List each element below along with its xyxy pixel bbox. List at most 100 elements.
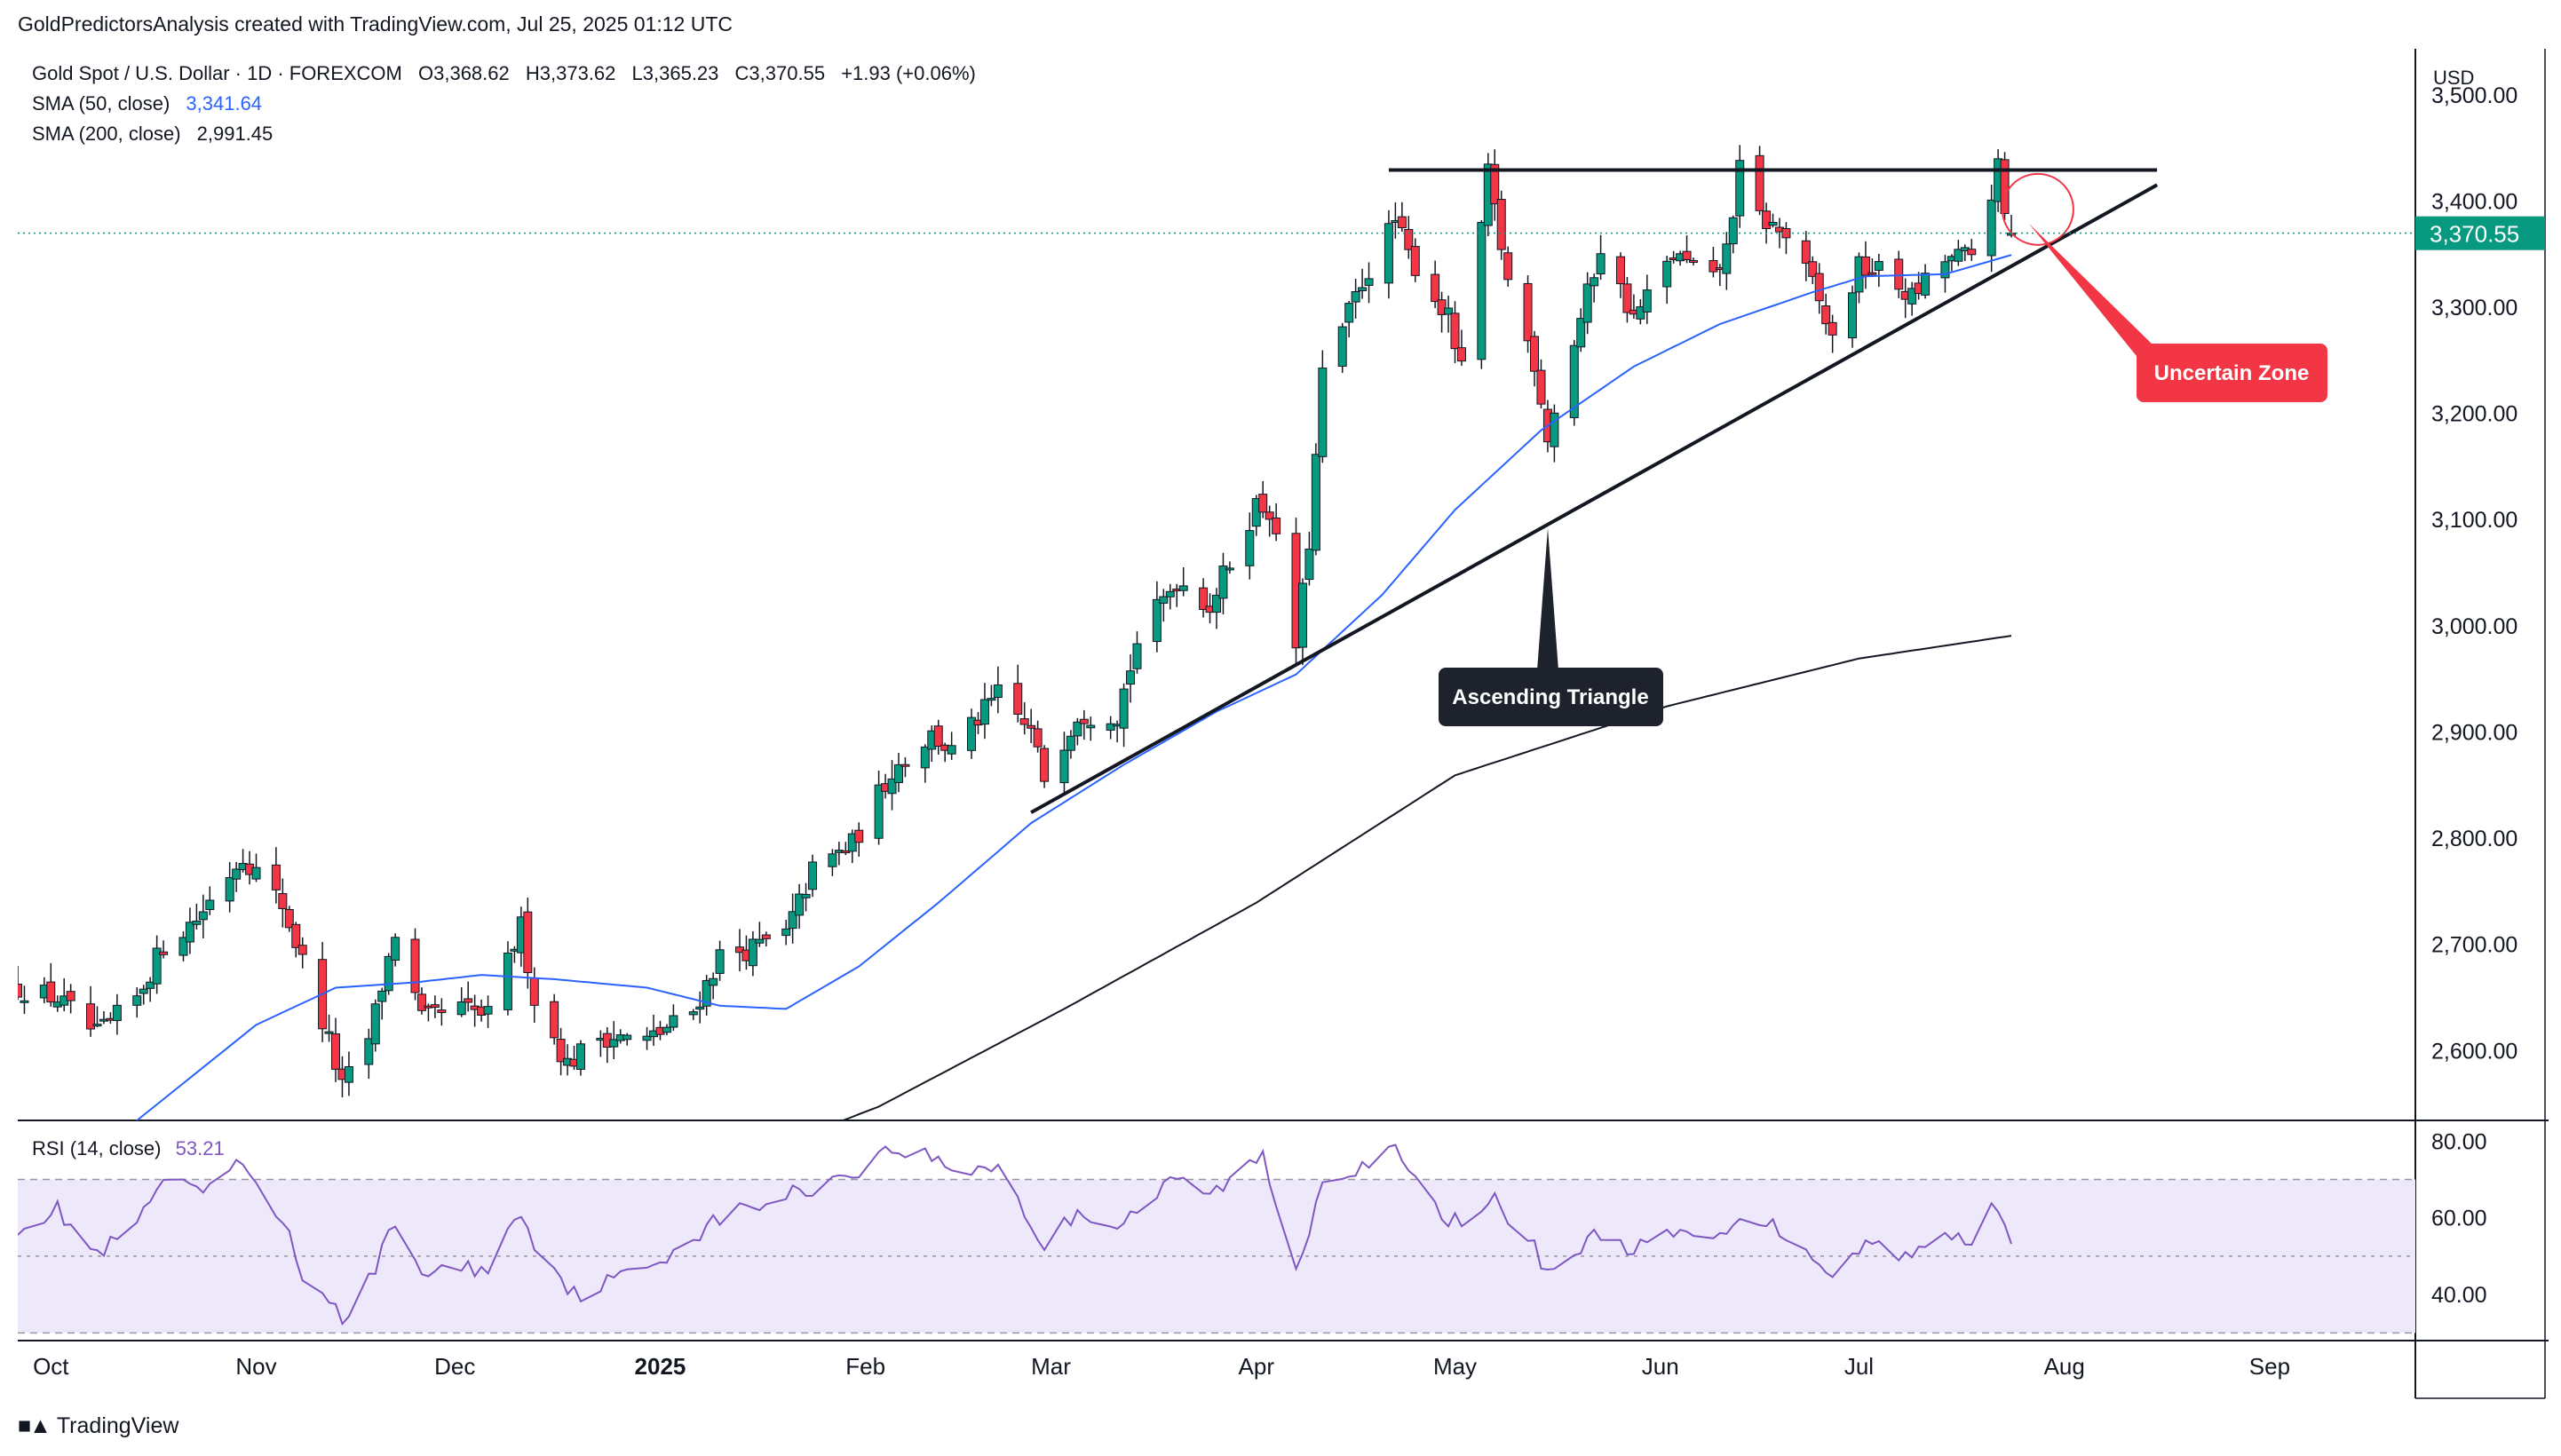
candle-body <box>556 1039 566 1063</box>
candle <box>1867 258 1877 276</box>
candle-body <box>1867 272 1877 275</box>
candle-body <box>1569 344 1579 418</box>
candle-body <box>1344 303 1354 323</box>
candle-body <box>1596 253 1606 275</box>
candle <box>178 931 188 961</box>
candle-body <box>1066 735 1075 751</box>
candle <box>1304 532 1314 586</box>
candle-body <box>1576 318 1586 348</box>
candle <box>1821 293 1831 335</box>
candle <box>688 1009 698 1020</box>
candle-body <box>132 995 142 1006</box>
support-trendline <box>1030 183 2159 814</box>
candle <box>1337 322 1347 373</box>
candle-body <box>146 981 155 989</box>
candle <box>159 940 169 959</box>
candle <box>251 853 261 882</box>
y-tick-label: 2,800.00 <box>2431 827 2517 851</box>
candle <box>1245 512 1255 580</box>
chart-caption: GoldPredictorsAnalysis created with Trad… <box>18 12 733 36</box>
candle-body <box>437 1009 447 1014</box>
price-pane <box>18 145 2159 1120</box>
candle-body <box>854 829 864 843</box>
candle <box>297 937 307 969</box>
candle <box>1165 583 1175 610</box>
candle <box>709 972 718 1000</box>
y-tick-label: 2,700.00 <box>2431 933 2517 958</box>
candle-body <box>1337 326 1347 368</box>
candle <box>1444 295 1454 333</box>
candle-body <box>1590 277 1599 287</box>
symbol-name[interactable]: Gold Spot / U.S. Dollar · 1D · FOREXCOM <box>32 62 402 84</box>
candle-body <box>1662 260 1672 288</box>
candle <box>291 922 301 958</box>
candle <box>1265 505 1274 537</box>
candle-body <box>1245 530 1255 566</box>
candle <box>1456 329 1466 367</box>
candle-body <box>1040 748 1050 782</box>
candle <box>781 920 791 946</box>
candle-body <box>900 764 910 767</box>
candle-body <box>1106 723 1115 731</box>
candle <box>1496 190 1506 260</box>
x-tick-label: Mar <box>1031 1353 1071 1380</box>
candle <box>1358 268 1368 299</box>
candle <box>1218 552 1228 614</box>
candle <box>185 907 194 954</box>
candle <box>284 906 294 932</box>
candle <box>456 987 466 1017</box>
candle-body <box>1682 250 1692 260</box>
candle <box>1410 238 1420 282</box>
candle-body <box>523 911 533 974</box>
candle-body <box>748 938 757 967</box>
candle <box>1344 300 1354 338</box>
candle <box>1762 202 1772 244</box>
candle-body <box>225 877 234 902</box>
candle-body <box>1874 261 1883 271</box>
candle-body <box>1954 249 1963 262</box>
candle-body <box>609 1039 619 1048</box>
candle-body <box>503 952 512 1010</box>
candle <box>575 1040 585 1076</box>
y-tick-label: 3,200.00 <box>2431 402 2517 427</box>
x-tick-label: Jun <box>1642 1353 1679 1380</box>
candle-body <box>178 937 188 956</box>
candle-body <box>271 864 281 890</box>
candle <box>523 898 533 989</box>
candle-body <box>1199 587 1209 611</box>
candle-body <box>139 988 148 994</box>
sma200-line <box>840 635 2012 1120</box>
candle-body <box>192 920 202 925</box>
y-tick-label: 3,100.00 <box>2431 508 2517 533</box>
candle <box>1569 340 1579 426</box>
sma50-legend[interactable]: SMA (50, close) 3,341.64 <box>32 92 262 115</box>
candle-body <box>1636 306 1645 320</box>
candle-body <box>1079 718 1089 724</box>
candle <box>1013 664 1023 723</box>
sma200-value: 2,991.45 <box>196 123 274 145</box>
candle <box>1808 256 1818 284</box>
candle-body <box>1178 585 1188 591</box>
sma50-label: SMA (50, close) <box>32 92 170 115</box>
sma200-legend[interactable]: SMA (200, close) 2,991.45 <box>32 123 273 146</box>
candle <box>1297 578 1307 666</box>
candle-body <box>159 951 169 955</box>
candle-body <box>1490 163 1500 205</box>
candle <box>430 995 440 1018</box>
candle <box>669 1004 678 1031</box>
candle <box>1059 732 1069 796</box>
rsi-legend[interactable]: RSI (14, close) 53.21 <box>32 1137 225 1160</box>
candle-body <box>1404 228 1414 250</box>
candle <box>1860 241 1870 289</box>
candle-body <box>364 1038 374 1065</box>
candle-body <box>1828 321 1837 336</box>
candle-body <box>1967 249 1977 256</box>
candle <box>66 984 75 1014</box>
candle <box>1894 250 1904 298</box>
candle-body <box>1689 260 1699 264</box>
x-tick-label: Aug <box>2044 1353 2085 1380</box>
candle-body <box>1986 199 1996 257</box>
y-tick-label: 3,300.00 <box>2431 296 2517 320</box>
candle <box>1351 279 1360 319</box>
